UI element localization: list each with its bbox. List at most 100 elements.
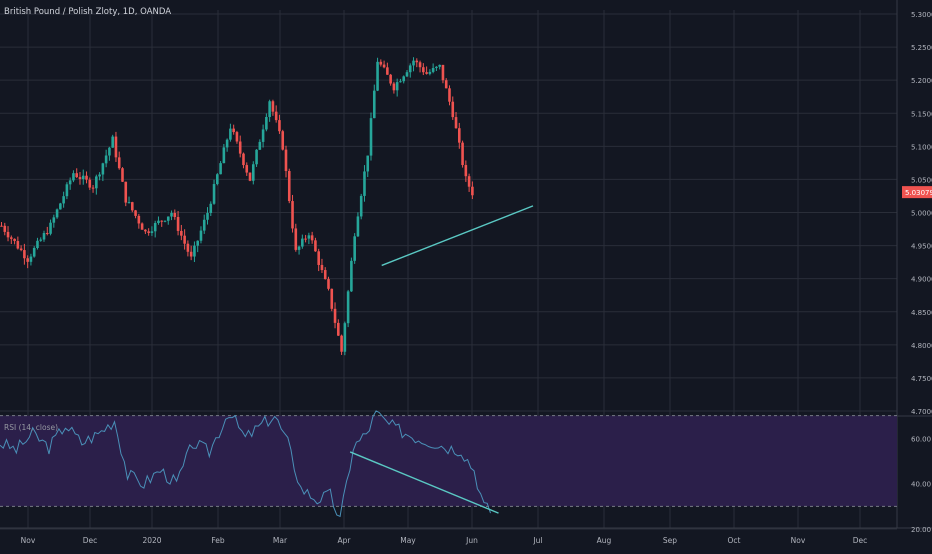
candle-body: [304, 238, 307, 240]
candle-body: [386, 67, 389, 75]
time-tick-label: Oct: [728, 536, 741, 545]
candle-body: [458, 128, 461, 143]
candle-body: [350, 260, 353, 292]
candle-body: [412, 60, 415, 66]
candle-body: [265, 116, 268, 130]
candle-body: [327, 279, 330, 289]
candle-body: [199, 230, 203, 241]
candle-body: [121, 168, 124, 182]
price-tick-label: 4.80000: [911, 342, 932, 350]
candle-body: [438, 64, 441, 67]
candle-body: [131, 202, 134, 211]
candle-body: [59, 203, 62, 210]
candle-body: [274, 111, 278, 121]
candle-body: [183, 235, 186, 244]
candle-body: [72, 173, 75, 181]
candle-body: [150, 231, 154, 233]
chart-title: British Pound / Polish Zloty, 1D, OANDA: [4, 7, 171, 17]
candle-body: [337, 322, 340, 336]
candle-body: [408, 65, 412, 73]
candle-body: [232, 128, 235, 133]
candle-body: [428, 71, 432, 74]
candle-body: [68, 180, 72, 185]
candle-body: [448, 88, 451, 102]
candle-body: [95, 176, 98, 189]
time-tick-label: Nov: [791, 536, 806, 545]
candle-body: [405, 72, 409, 77]
price-tick-label: 5.00000: [911, 210, 932, 218]
candle-body: [356, 216, 360, 237]
candle-body: [301, 238, 304, 247]
candle-body: [333, 308, 337, 323]
candle-body: [163, 220, 167, 222]
candle-body: [395, 82, 399, 91]
candle-body: [216, 174, 219, 185]
candle-body: [238, 141, 242, 154]
candle-body: [320, 264, 324, 271]
candle-body: [261, 129, 265, 142]
rsi-label: RSI (14, close): [4, 423, 58, 432]
candle-body: [193, 245, 196, 257]
candle-body: [91, 187, 95, 189]
rsi-band: [0, 415, 897, 507]
candle-body: [39, 239, 43, 241]
candle-body: [219, 163, 222, 175]
candle-body: [189, 251, 193, 257]
rsi-trendline[interactable]: [349, 451, 499, 514]
candle-body: [209, 203, 213, 213]
rsi-tick-label: 20.00: [911, 526, 931, 534]
candle-body: [170, 212, 173, 217]
price-tick-label: 4.90000: [911, 276, 932, 284]
candle-body: [471, 186, 474, 196]
candle-body: [45, 233, 49, 235]
time-tick-label: Nov: [21, 536, 36, 545]
candle-body: [372, 90, 376, 119]
candle-body: [281, 131, 285, 150]
candle-body: [157, 220, 160, 224]
time-tick-label: Feb: [211, 536, 225, 545]
candle-body: [13, 238, 16, 242]
annotations[interactable]: [349, 205, 534, 514]
candle-body: [26, 258, 29, 262]
candle-body: [160, 220, 164, 222]
candle-body: [441, 64, 445, 81]
candle-body: [186, 243, 190, 252]
time-tick-label: May: [400, 536, 416, 545]
time-tick-label: Sep: [663, 536, 677, 545]
time-tick-label: Apr: [338, 536, 352, 545]
time-tick-label: Aug: [597, 536, 612, 545]
candle-body: [29, 256, 33, 262]
candle-body: [49, 222, 52, 234]
candle-body: [23, 250, 26, 259]
candle-body: [0, 225, 3, 227]
rsi-series: [0, 410, 491, 518]
candle-body: [376, 61, 379, 91]
candle-body: [225, 139, 229, 148]
candle-body: [369, 118, 373, 156]
rsi-tick-label: 60.00: [911, 435, 931, 443]
candle-body: [19, 248, 23, 251]
price-tick-label: 5.10000: [911, 143, 932, 151]
candle-body: [278, 120, 281, 132]
candle-body: [173, 212, 177, 217]
candle-body: [10, 237, 13, 239]
candle-body: [140, 223, 144, 230]
candle-body: [235, 132, 239, 142]
candle-body: [271, 101, 275, 112]
candle-body: [65, 184, 69, 197]
time-tick-label: Jul: [532, 536, 542, 545]
candle-body: [284, 149, 288, 172]
candle-body: [242, 153, 245, 166]
candle-body: [255, 149, 258, 165]
candle-body: [104, 155, 108, 164]
candle-body: [366, 155, 370, 172]
candle-body: [343, 323, 347, 352]
candle-body: [55, 209, 59, 218]
candle-body: [402, 76, 406, 82]
price-trendline[interactable]: [381, 205, 534, 267]
price-tick-label: 5.25000: [911, 44, 932, 52]
candle-body: [464, 165, 468, 177]
time-tick-label: 2020: [142, 536, 161, 545]
